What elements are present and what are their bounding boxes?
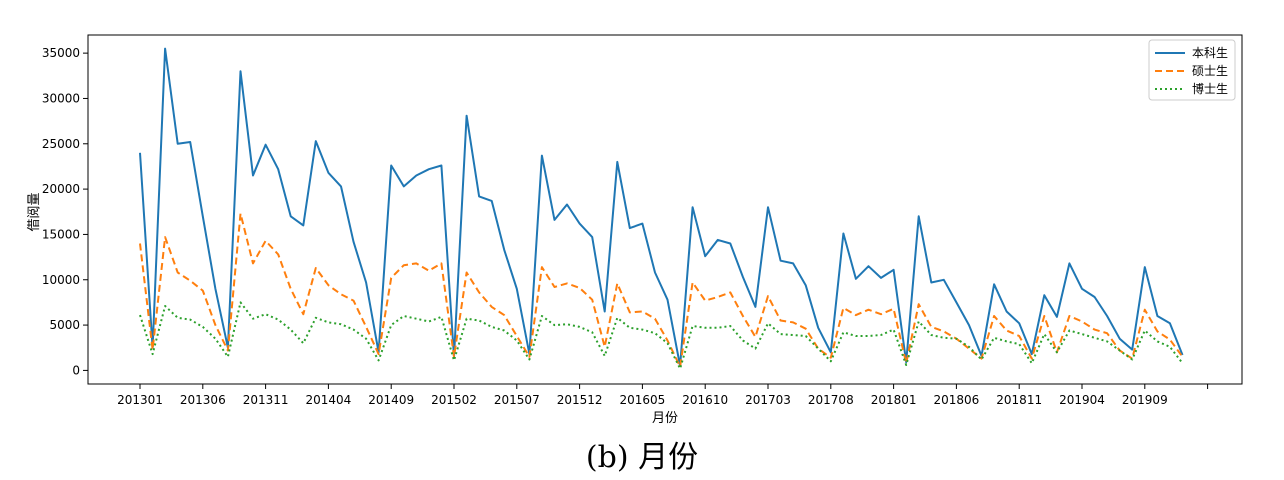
x-tick-label: 201507 <box>494 393 540 407</box>
plot-frame <box>87 34 1243 385</box>
x-tick-label: 201904 <box>1059 393 1105 407</box>
x-tick-label: 201703 <box>745 393 791 407</box>
y-tick-label: 30000 <box>42 91 80 105</box>
y-axis-ticks: 0 5000 10000 15000 20000 25000 30000 35000 <box>42 46 88 377</box>
x-axis-ticks: 201301 201306 201311 201404 201409 201502 2015… <box>117 384 1209 407</box>
x-axis-label: 月份 <box>652 411 678 426</box>
x-tick-label: 201909 <box>1122 393 1168 407</box>
x-tick-label: 201306 <box>180 393 226 407</box>
x-tick-label: 201512 <box>557 393 603 407</box>
legend-box <box>1148 39 1236 101</box>
y-tick-label: 10000 <box>42 273 80 287</box>
y-tick-label: 5000 <box>49 318 80 332</box>
x-tick-label: 201806 <box>933 393 979 407</box>
figure-caption: (b) 月份 <box>585 440 699 475</box>
x-tick-label: 201811 <box>996 393 1042 407</box>
y-tick-label: 35000 <box>42 46 80 60</box>
x-tick-label: 201610 <box>682 393 728 407</box>
series-layer <box>139 47 1184 370</box>
y-tick-label: 0 <box>72 363 80 377</box>
y-tick-label: 25000 <box>42 137 80 151</box>
series-line-2 <box>139 212 1184 368</box>
x-tick-label: 201708 <box>808 393 854 407</box>
y-tick-label: 20000 <box>42 182 80 196</box>
legend-label: 硕士生 <box>1192 64 1228 78</box>
x-tick-label: 201404 <box>305 393 351 407</box>
plot-background <box>88 35 1242 384</box>
x-tick-label: 201311 <box>243 393 289 407</box>
x-tick-label: 201801 <box>871 393 917 407</box>
legend-label: 博士生 <box>1192 81 1228 96</box>
legend-label: 本科生 <box>1192 46 1228 60</box>
x-tick-label: 201605 <box>619 393 665 407</box>
series-line-3 <box>139 301 1184 370</box>
x-tick-label: 201502 <box>431 393 477 407</box>
y-axis-label: 借阅量 <box>27 192 42 231</box>
y-tick-label: 15000 <box>42 227 80 241</box>
series-line-1 <box>139 47 1184 367</box>
line-chart: 0 5000 10000 15000 20000 25000 30000 35000 2013… <box>27 34 1243 426</box>
x-tick-label: 201409 <box>368 393 414 407</box>
x-tick-label: 201301 <box>117 393 163 407</box>
